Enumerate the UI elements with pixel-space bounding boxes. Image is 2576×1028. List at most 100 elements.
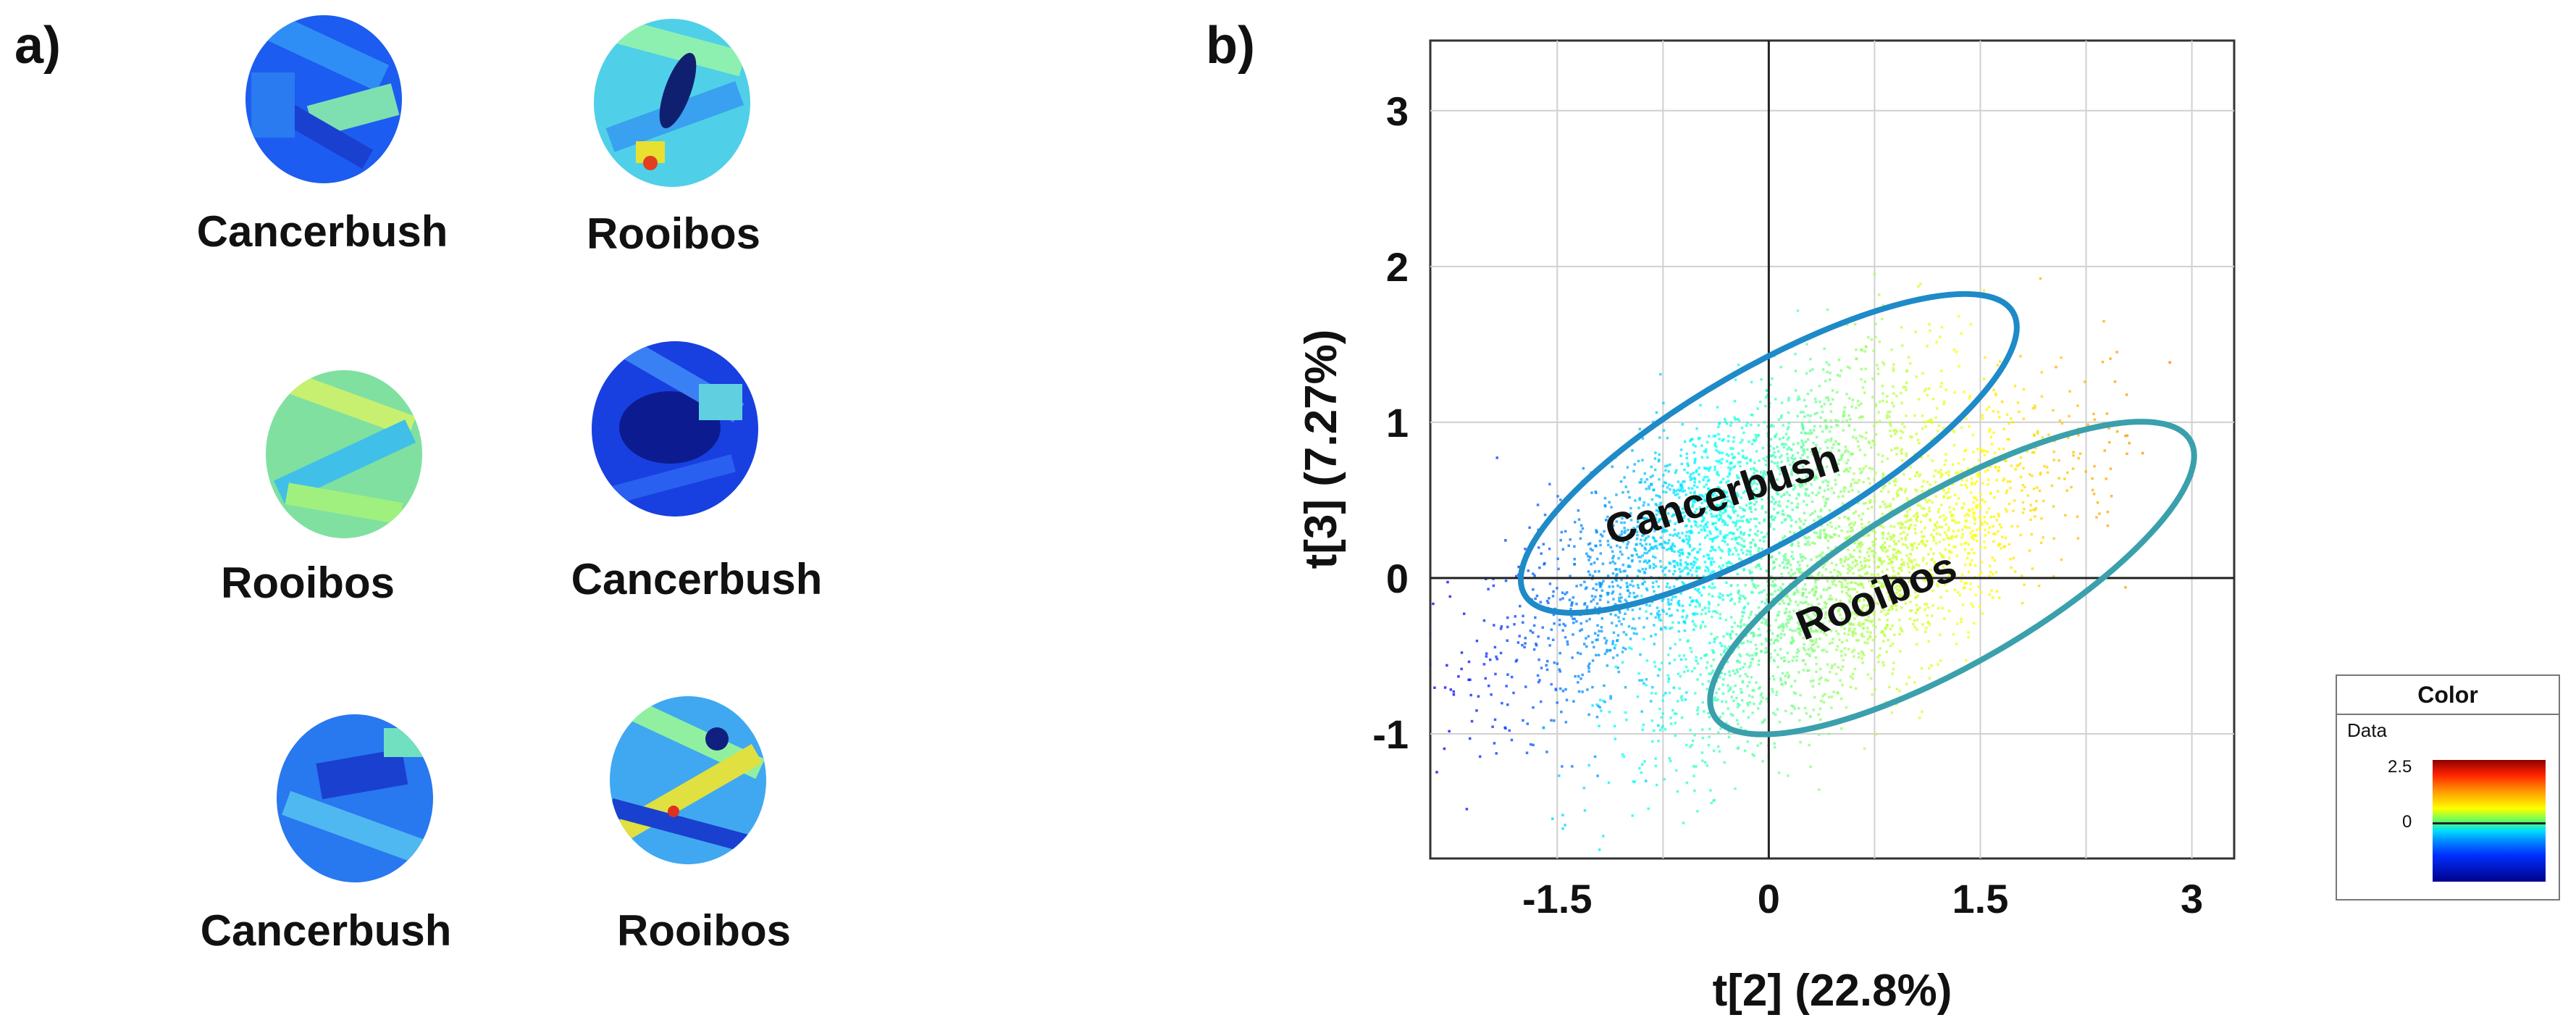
score-point — [1602, 835, 1605, 837]
score-point — [1821, 410, 1824, 414]
score-point — [1871, 530, 1874, 532]
score-point — [1816, 645, 1820, 648]
score-point — [1673, 564, 1676, 567]
score-point — [1665, 548, 1669, 551]
score-point — [1797, 544, 1800, 548]
score-point — [1900, 344, 1904, 347]
score-point — [1706, 688, 1708, 690]
score-point — [1818, 447, 1822, 451]
score-point — [1772, 425, 1775, 428]
score-point — [1984, 356, 1986, 359]
score-point — [1882, 640, 1885, 643]
score-point — [1499, 627, 1503, 630]
score-point — [1989, 516, 1992, 519]
score-point — [1837, 459, 1840, 461]
score-point — [1976, 498, 1979, 502]
score-point — [1898, 487, 1902, 490]
score-point — [1710, 564, 1713, 567]
score-point — [1709, 509, 1712, 511]
score-point — [1820, 508, 1823, 511]
score-point — [1803, 629, 1806, 632]
score-point — [1687, 519, 1691, 523]
score-point — [1828, 509, 1832, 512]
score-point — [1945, 534, 1948, 537]
score-point — [1818, 400, 1821, 404]
score-point — [1881, 454, 1884, 458]
score-point — [1682, 511, 1685, 514]
score-point — [1861, 415, 1864, 419]
score-point — [1635, 537, 1639, 540]
score-point — [1840, 622, 1844, 626]
score-point — [1715, 691, 1718, 695]
score-point — [1856, 546, 1859, 548]
score-point — [1871, 544, 1875, 547]
score-point — [1899, 532, 1902, 535]
score-point — [1853, 612, 1857, 616]
score-point — [1733, 521, 1737, 525]
score-point — [1776, 665, 1779, 669]
score-point — [1743, 662, 1747, 666]
score-point — [1926, 606, 1930, 609]
score-point — [1748, 616, 1751, 619]
score-point — [1737, 452, 1740, 455]
score-point — [1911, 545, 1915, 548]
score-point — [1831, 580, 1834, 583]
score-point — [1942, 495, 1945, 498]
score-point — [1734, 538, 1737, 541]
score-point — [1906, 533, 1909, 536]
score-point — [1965, 479, 1968, 482]
score-point — [1797, 541, 1800, 545]
score-point — [1818, 788, 1821, 791]
score-point — [1858, 656, 1860, 659]
score-point — [1677, 488, 1679, 491]
score-point — [1930, 533, 1933, 536]
score-point — [1624, 569, 1627, 572]
score-point — [1924, 630, 1927, 633]
score-point — [1838, 638, 1841, 642]
score-point — [1991, 556, 1994, 559]
score-point — [1853, 627, 1856, 630]
score-point — [1595, 544, 1598, 548]
score-point — [1957, 529, 1960, 532]
legend-tick-zero: 0 — [2402, 812, 2412, 832]
score-point — [1689, 745, 1692, 748]
score-point — [1583, 808, 1587, 812]
score-point — [1492, 584, 1495, 588]
score-point — [1853, 428, 1856, 432]
score-point — [1787, 396, 1790, 400]
score-point — [1716, 745, 1720, 748]
score-point — [1698, 548, 1702, 551]
score-points — [1430, 272, 2194, 851]
score-point — [1806, 631, 1810, 635]
score-point — [1935, 521, 1939, 524]
score-point — [1487, 684, 1490, 688]
score-point — [1839, 561, 1842, 564]
score-point — [1929, 418, 1932, 421]
score-point — [1907, 519, 1910, 522]
score-point — [1762, 540, 1766, 543]
score-point — [1982, 377, 1986, 380]
score-point — [1573, 558, 1576, 561]
score-point — [1617, 670, 1621, 674]
score-point — [1823, 563, 1826, 566]
score-point — [1469, 678, 1472, 682]
score-point — [1514, 615, 1517, 618]
score-point — [1663, 567, 1666, 570]
score-point — [1671, 534, 1675, 537]
score-point — [1988, 430, 1991, 433]
score-point — [1708, 491, 1712, 494]
score-point — [1658, 527, 1661, 530]
score-point — [1766, 624, 1769, 627]
score-point — [1865, 619, 1868, 622]
score-point — [1552, 590, 1555, 593]
score-point — [1763, 535, 1766, 538]
score-point — [2019, 456, 2023, 459]
score-point — [1708, 466, 1712, 469]
score-point — [1750, 510, 1753, 514]
score-point — [1732, 436, 1736, 439]
score-point — [1664, 626, 1666, 629]
score-point — [2110, 494, 2113, 498]
score-point — [1730, 562, 1733, 565]
score-point — [1784, 471, 1787, 474]
score-point — [1703, 606, 1707, 609]
